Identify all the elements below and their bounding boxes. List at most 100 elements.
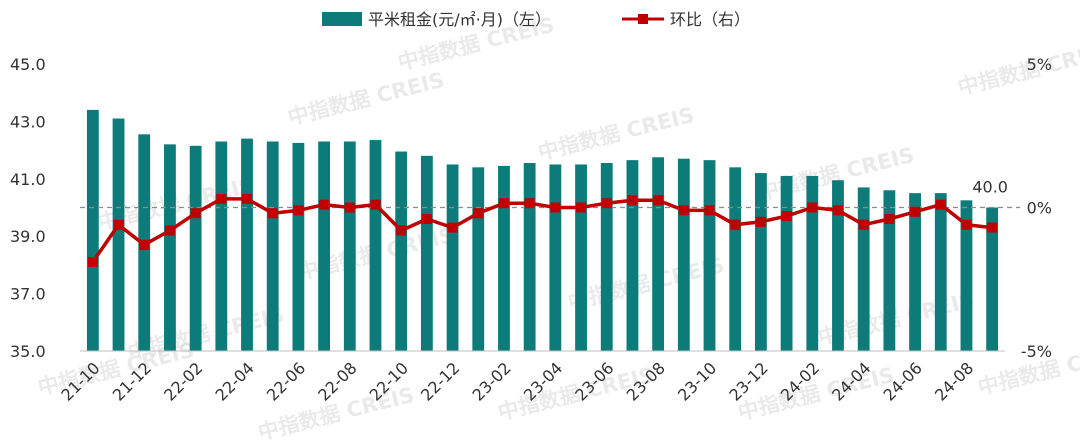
y-left-tick-label: 35.0 — [10, 342, 46, 361]
bar — [112, 118, 125, 351]
line-marker — [293, 205, 304, 216]
y-right-tick-label: 5% — [1027, 55, 1052, 74]
legend-swatch-bar — [322, 12, 362, 26]
line-marker — [781, 211, 792, 222]
line-marker — [242, 193, 253, 204]
bar — [395, 151, 408, 351]
x-tick-label: 22-12 — [417, 358, 463, 404]
line-marker — [987, 222, 998, 233]
line-marker — [910, 206, 921, 217]
y-left-tick-label: 45.0 — [10, 55, 46, 74]
line-marker — [190, 208, 201, 219]
bar — [934, 193, 947, 351]
line-marker — [396, 225, 407, 236]
bar — [754, 173, 767, 351]
watermark-text: 中指数据 CREIS — [535, 103, 696, 165]
line-marker — [755, 216, 766, 227]
line-marker — [601, 198, 612, 209]
line-marker — [139, 239, 150, 250]
bar — [857, 187, 870, 351]
bar — [292, 142, 305, 351]
bar — [189, 145, 202, 351]
line-marker — [858, 219, 869, 230]
left-axis: 35.0 37.0 39.0 41.0 43.0 45.0 — [10, 55, 46, 361]
y-left-tick-label: 43.0 — [10, 112, 46, 131]
bar — [164, 144, 176, 351]
bar — [600, 163, 613, 351]
line-marker — [832, 205, 843, 216]
bar — [369, 140, 382, 351]
watermark-text: 中指数据 CREIS — [565, 253, 726, 315]
bar — [266, 141, 279, 351]
legend-swatch-marker — [638, 14, 648, 24]
bar — [780, 175, 793, 351]
line-marker — [447, 222, 458, 233]
line-marker — [319, 199, 330, 210]
line-marker — [344, 202, 355, 213]
bar — [806, 175, 819, 351]
line-marker — [550, 202, 561, 213]
x-tick-label: 23-10 — [674, 358, 720, 404]
line-series — [87, 193, 998, 268]
bar — [420, 155, 433, 351]
line-marker — [704, 205, 715, 216]
bar — [883, 190, 896, 351]
bar — [960, 200, 973, 351]
y-left-tick-label: 37.0 — [10, 285, 46, 304]
line-marker — [216, 193, 227, 204]
last-value-label: 40.0 — [972, 178, 1008, 197]
line-marker — [884, 213, 895, 224]
line-marker — [961, 219, 972, 230]
line-marker — [164, 225, 175, 236]
right-axis: -5% 0% 5% — [1021, 55, 1052, 361]
line-marker — [498, 198, 509, 209]
bar — [498, 165, 510, 351]
line-marker — [524, 198, 535, 209]
line-marker — [87, 257, 98, 268]
bar — [652, 157, 665, 351]
bar — [446, 164, 459, 351]
x-tick-label: 22-06 — [263, 358, 309, 404]
bar — [832, 180, 844, 351]
y-left-tick-label: 39.0 — [10, 227, 46, 246]
y-right-tick-label: 0% — [1027, 199, 1052, 218]
line-marker — [113, 219, 124, 230]
bar — [909, 193, 921, 351]
line-marker — [576, 202, 587, 213]
line-marker — [935, 199, 946, 210]
line-marker — [807, 202, 818, 213]
bar — [241, 138, 253, 351]
bar — [318, 141, 331, 351]
bar — [86, 109, 99, 351]
watermark-text: 中指数据 CREIS — [955, 38, 1080, 100]
legend-label-line: 环比（右） — [670, 10, 750, 29]
mom-line — [91, 197, 993, 263]
bar — [472, 167, 485, 351]
bar — [677, 158, 690, 351]
x-tick-label: 24-08 — [931, 358, 977, 404]
bar — [343, 141, 356, 351]
bar — [549, 164, 562, 351]
bar — [626, 160, 639, 351]
watermark-text: 中指数据 CREIS — [285, 68, 446, 130]
line-marker — [267, 208, 278, 219]
legend-label-bar: 平米租金(元/㎡·月)（左） — [368, 10, 551, 29]
bar — [703, 160, 716, 351]
line-marker — [627, 195, 638, 206]
bar — [986, 207, 999, 351]
line-marker — [730, 219, 741, 230]
y-left-tick-label: 41.0 — [10, 170, 46, 189]
bar — [729, 167, 742, 351]
x-tick-label: 22-04 — [212, 358, 258, 404]
line-marker — [678, 205, 689, 216]
line-marker — [421, 213, 432, 224]
bar — [523, 163, 536, 351]
y-right-tick-label: -5% — [1021, 342, 1052, 361]
line-marker — [370, 199, 381, 210]
line-marker — [473, 208, 484, 219]
bar — [215, 141, 228, 351]
legend: 平米租金(元/㎡·月)（左） 环比（右） — [322, 10, 750, 29]
bar — [575, 164, 587, 351]
line-marker — [653, 195, 664, 206]
